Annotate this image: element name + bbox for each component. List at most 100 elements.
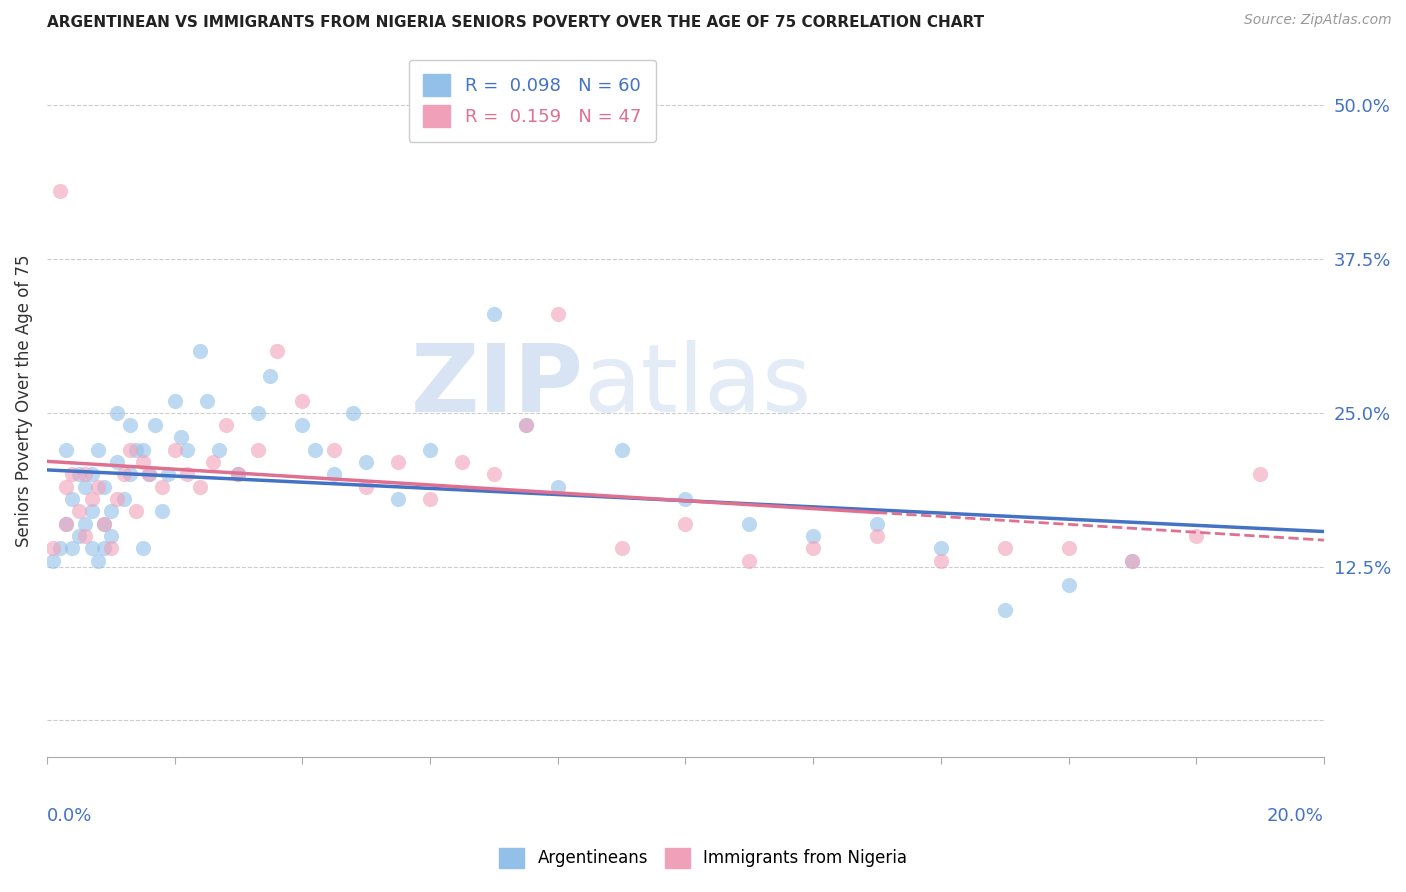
Point [738, 553, 761, 567]
Point [201, 455, 224, 469]
Point [75, 516, 97, 531]
Point [266, 344, 288, 359]
Point [80, 467, 103, 482]
Point [176, 467, 198, 482]
Point [188, 344, 211, 359]
Point [1121, 553, 1143, 567]
Point [259, 368, 281, 383]
Point [163, 393, 186, 408]
Point [138, 467, 160, 482]
Point [93, 516, 115, 531]
Point [105, 455, 128, 469]
Point [55, 516, 77, 531]
Point [131, 541, 153, 556]
Point [157, 467, 180, 482]
Point [323, 442, 346, 457]
Point [150, 504, 173, 518]
Point [1057, 541, 1080, 556]
Y-axis label: Seniors Poverty Over the Age of 75: Seniors Poverty Over the Age of 75 [15, 254, 32, 547]
Point [929, 541, 952, 556]
Point [145, 418, 167, 433]
Point [118, 467, 141, 482]
Text: ARGENTINEAN VS IMMIGRANTS FROM NIGERIA SENIORS POVERTY OVER THE AGE OF 75 CORREL: ARGENTINEAN VS IMMIGRANTS FROM NIGERIA S… [46, 15, 984, 30]
Point [610, 541, 633, 556]
Point [866, 516, 889, 531]
Point [866, 529, 889, 543]
Point [42, 553, 65, 567]
Point [994, 603, 1017, 617]
Point [673, 491, 696, 506]
Point [87, 553, 110, 567]
Point [75, 480, 97, 494]
Text: 20.0%: 20.0% [1267, 807, 1324, 825]
Point [215, 418, 238, 433]
Point [62, 541, 84, 556]
Point [62, 491, 84, 506]
Point [125, 442, 148, 457]
Point [246, 442, 269, 457]
Point [67, 529, 90, 543]
Legend: Argentineans, Immigrants from Nigeria: Argentineans, Immigrants from Nigeria [492, 841, 914, 875]
Point [515, 418, 537, 433]
Point [67, 467, 90, 482]
Point [354, 455, 377, 469]
Legend: R =  0.098   N = 60, R =  0.159   N = 47: R = 0.098 N = 60, R = 0.159 N = 47 [409, 60, 655, 142]
Point [62, 467, 84, 482]
Point [482, 467, 505, 482]
Point [246, 406, 269, 420]
Point [138, 467, 160, 482]
Point [75, 467, 97, 482]
Point [42, 541, 65, 556]
Point [118, 418, 141, 433]
Point [55, 480, 77, 494]
Point [163, 442, 186, 457]
Point [112, 467, 135, 482]
Point [112, 491, 135, 506]
Point [304, 442, 326, 457]
Point [87, 442, 110, 457]
Point [93, 541, 115, 556]
Point [150, 480, 173, 494]
Point [1121, 553, 1143, 567]
Point [176, 442, 198, 457]
Point [451, 455, 474, 469]
Point [387, 491, 409, 506]
Point [131, 442, 153, 457]
Point [515, 418, 537, 433]
Point [354, 480, 377, 494]
Point [1249, 467, 1271, 482]
Point [801, 541, 824, 556]
Point [342, 406, 364, 420]
Point [323, 467, 346, 482]
Point [75, 529, 97, 543]
Point [80, 504, 103, 518]
Point [188, 480, 211, 494]
Point [100, 504, 122, 518]
Point [48, 541, 70, 556]
Point [547, 480, 569, 494]
Point [291, 393, 314, 408]
Point [93, 480, 115, 494]
Point [1057, 578, 1080, 592]
Point [482, 307, 505, 321]
Point [100, 529, 122, 543]
Point [738, 516, 761, 531]
Point [228, 467, 250, 482]
Point [170, 430, 193, 444]
Point [291, 418, 314, 433]
Text: 0.0%: 0.0% [46, 807, 93, 825]
Text: ZIP: ZIP [411, 340, 583, 433]
Point [48, 185, 70, 199]
Point [131, 455, 153, 469]
Point [610, 442, 633, 457]
Point [208, 442, 231, 457]
Point [929, 553, 952, 567]
Point [80, 541, 103, 556]
Text: Source: ZipAtlas.com: Source: ZipAtlas.com [1244, 13, 1392, 28]
Point [100, 541, 122, 556]
Point [118, 442, 141, 457]
Text: atlas: atlas [583, 340, 811, 433]
Point [673, 516, 696, 531]
Point [67, 504, 90, 518]
Point [93, 516, 115, 531]
